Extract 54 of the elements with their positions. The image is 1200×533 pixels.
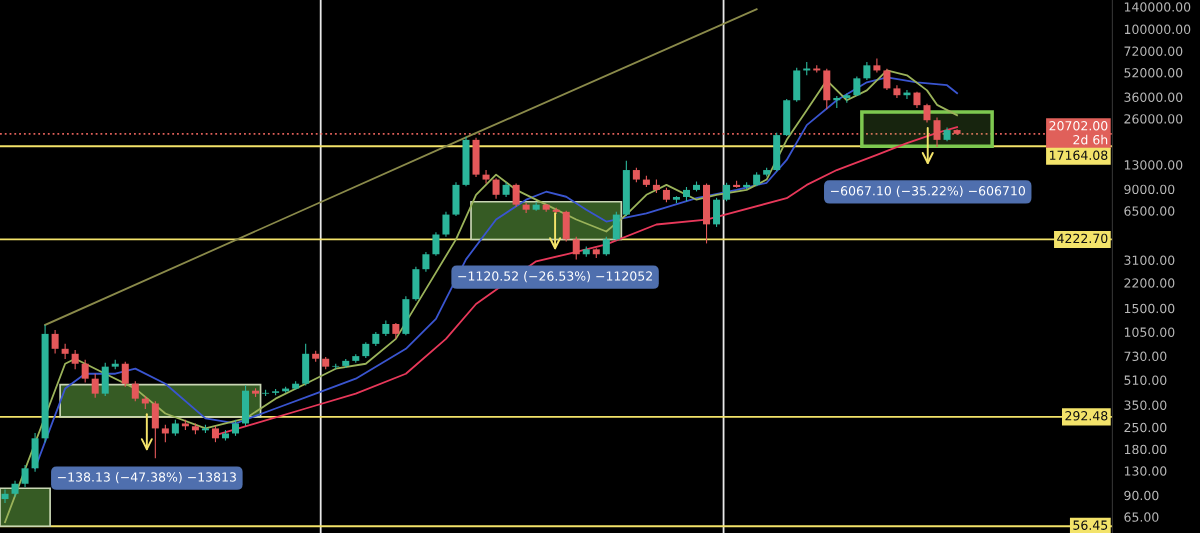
candlestick [853, 75, 861, 97]
annotation: −138.13 (−47.38%) −13813 [58, 472, 236, 484]
candlestick [923, 103, 931, 124]
y-tick-label: 140000.00 [1124, 2, 1191, 12]
candlestick [21, 464, 29, 488]
y-tick-label: 100000.00 [1124, 24, 1191, 35]
candlestick [422, 251, 430, 273]
candlestick [933, 116, 941, 148]
candlestick [81, 359, 89, 384]
y-tick-label: 13000.00 [1124, 160, 1183, 170]
ref-line-label: 20702.00 2d 6h [1049, 120, 1108, 145]
candlestick [602, 236, 610, 257]
y-tick-label: 36000.00 [1124, 92, 1183, 102]
y-tick-label: 1050.00 [1124, 327, 1175, 337]
candlestick [61, 343, 69, 360]
y-tick-label: 1500.00 [1124, 303, 1175, 314]
candlestick [492, 177, 500, 200]
candlestick [442, 211, 450, 238]
y-tick-label: 52000.00 [1124, 68, 1183, 78]
y-tick-label: 26000.00 [1124, 114, 1183, 124]
candlestick [863, 61, 871, 81]
y-tick-label: 180.00 [1124, 444, 1167, 455]
candlestick [512, 182, 520, 208]
candlestick [873, 57, 881, 74]
y-tick-label: 2200.00 [1124, 278, 1175, 288]
candlestick [51, 329, 59, 355]
candlestick [723, 182, 731, 202]
ref-line-label: 292.48 [1065, 411, 1108, 421]
candlestick [91, 373, 99, 399]
candlestick [572, 236, 580, 261]
candlestick [1, 489, 9, 504]
y-tick-label: 510.00 [1124, 375, 1167, 385]
ref-line-label: 17164.08 [1049, 150, 1108, 160]
candlestick [131, 380, 139, 402]
y-tick-label: 72000.00 [1124, 46, 1183, 56]
candlestick [482, 169, 490, 185]
y-tick-label: 350.00 [1124, 400, 1167, 410]
y-tick-label: 6500.00 [1124, 206, 1175, 216]
candlestick [522, 202, 530, 214]
y-tick-label: 250.00 [1124, 422, 1167, 433]
ref-line-label: 4222.70 [1057, 233, 1108, 244]
y-tick-label: 3100.00 [1124, 255, 1175, 265]
candlestick [883, 68, 891, 91]
y-tick-label: 130.00 [1124, 466, 1167, 476]
y-tick-label: 730.00 [1124, 351, 1167, 362]
y-tick-label: 9000.00 [1124, 184, 1175, 195]
candlestick [121, 361, 129, 388]
y-tick-label: 65.00 [1124, 512, 1159, 522]
y-tick-label: 90.00 [1124, 490, 1159, 501]
ref-line-label: 56.45 [1073, 520, 1108, 530]
annotation: −6067.10 (−35.22%) −606710 [830, 185, 1026, 197]
candlestick [71, 349, 79, 370]
candlestick [432, 231, 440, 257]
annotation: −1120.52 (−26.53%) −112052 [458, 271, 652, 283]
